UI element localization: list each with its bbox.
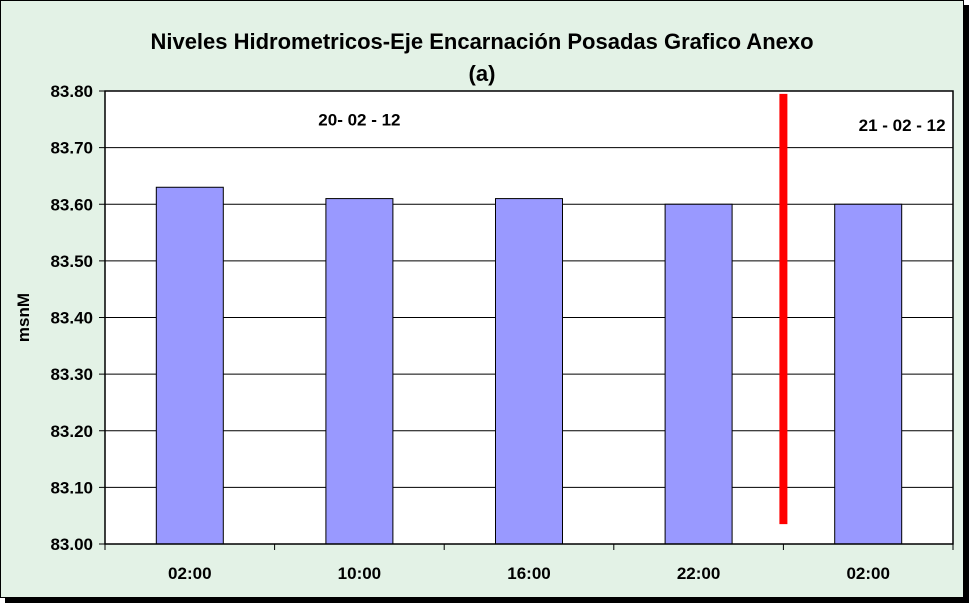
bar bbox=[155, 186, 224, 545]
axes bbox=[99, 90, 954, 550]
x-tick-label: 02:00 bbox=[846, 564, 889, 583]
y-tick-label: 83.30 bbox=[50, 365, 93, 384]
x-tick-label: 16:00 bbox=[507, 564, 550, 583]
x-tick-label: 22:00 bbox=[677, 564, 720, 583]
bar bbox=[495, 198, 563, 545]
y-tick-label: 83.80 bbox=[50, 82, 93, 101]
y-tick-label: 83.00 bbox=[50, 535, 93, 554]
x-tick-label: 10:00 bbox=[338, 564, 381, 583]
x-tick-label: 02:00 bbox=[168, 564, 211, 583]
bar bbox=[834, 203, 903, 545]
bar bbox=[664, 203, 733, 545]
chart-title: Niveles Hidrometricos-Eje Encarnación Po… bbox=[150, 29, 814, 54]
y-tick-label: 83.50 bbox=[50, 252, 93, 271]
date-annotation: 21 - 02 - 12 bbox=[859, 116, 946, 135]
annotations: 20- 02 - 12 21 - 02 - 12 bbox=[318, 93, 946, 525]
plot-border bbox=[104, 90, 954, 545]
y-tick-label: 83.60 bbox=[50, 195, 93, 214]
bars bbox=[155, 186, 903, 545]
bar bbox=[325, 198, 394, 545]
chart-subtitle: (a) bbox=[468, 61, 496, 86]
y-tick-label: 83.20 bbox=[50, 422, 93, 441]
x-tick-labels: 02:00 10:00 16:00 22:00 02:00 bbox=[168, 564, 890, 583]
y-tick-label: 83.70 bbox=[50, 139, 93, 158]
date-annotation: 20- 02 - 12 bbox=[318, 110, 400, 129]
bar-chart: 83.00 83.10 83.20 83.30 83.40 83.50 83.60 83.70… bbox=[14, 82, 954, 583]
y-axis-title: msnM bbox=[14, 293, 33, 342]
y-tick-label: 83.40 bbox=[50, 309, 93, 328]
y-tick-labels: 83.00 83.10 83.20 83.30 83.40 83.50 83.60 83.70… bbox=[50, 82, 93, 554]
y-tick-label: 83.10 bbox=[50, 478, 93, 497]
